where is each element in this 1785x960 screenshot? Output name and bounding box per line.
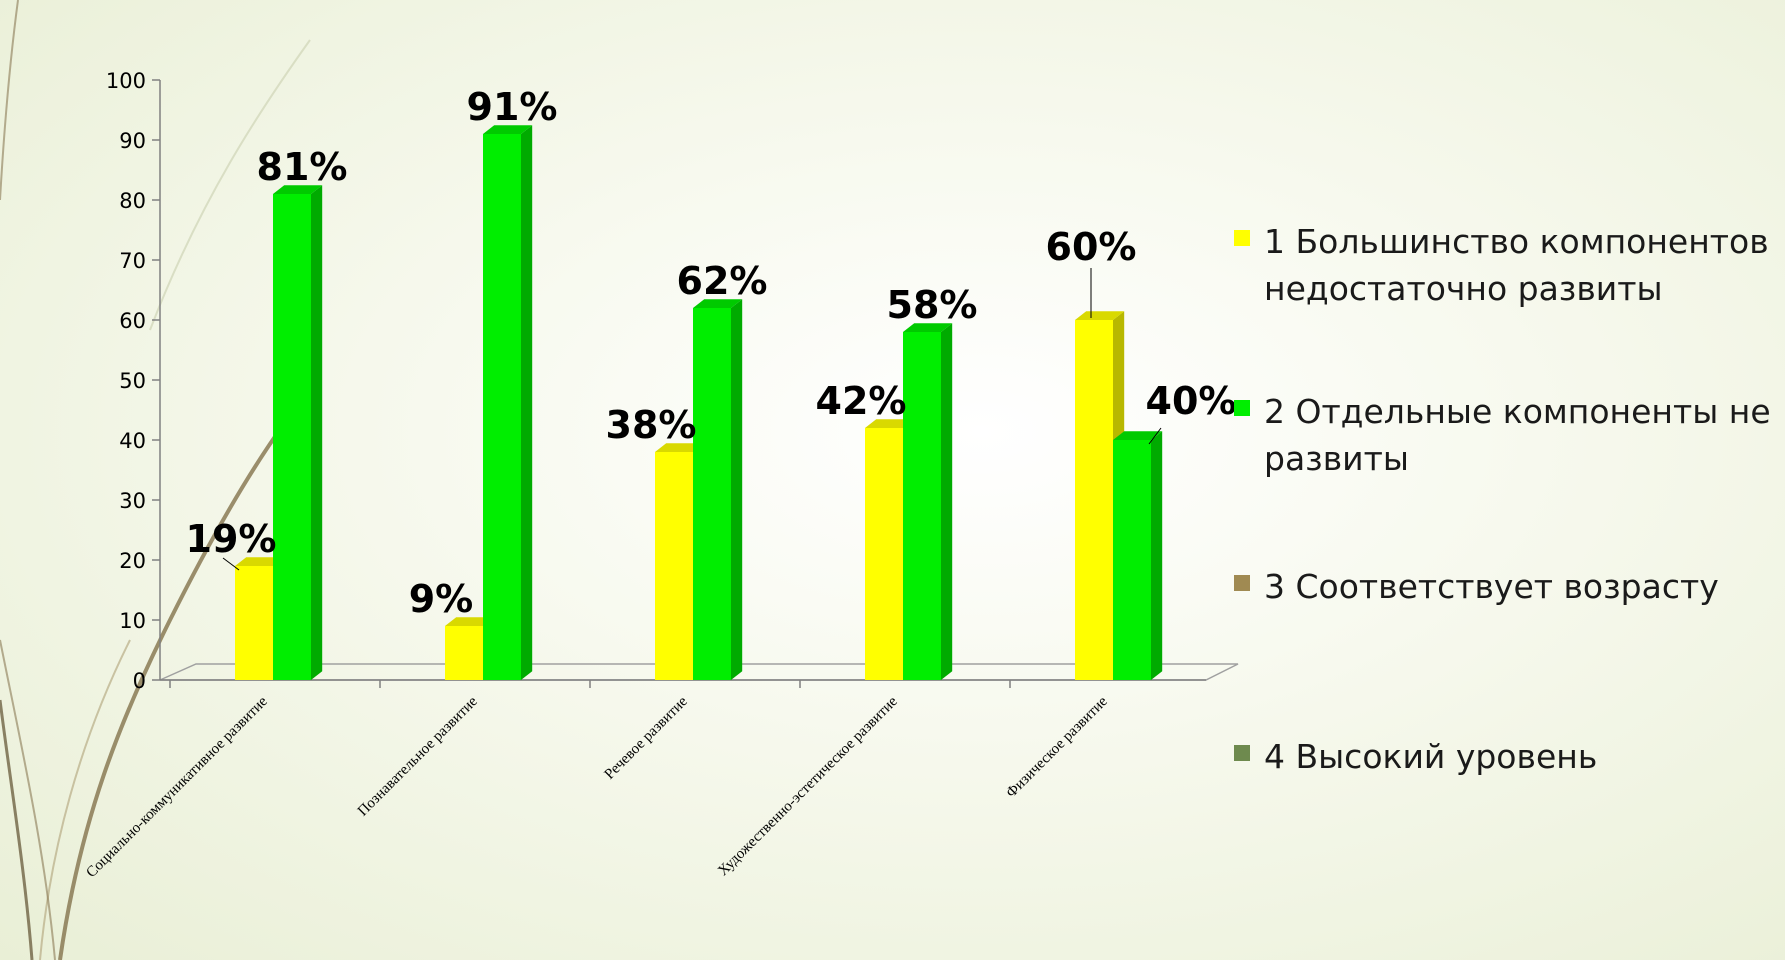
- y-tick-label: 80: [119, 189, 146, 213]
- bar-side: [311, 185, 323, 680]
- bar-top: [273, 185, 323, 194]
- bar-front: [655, 452, 693, 680]
- bar-top: [235, 557, 285, 566]
- y-tick-label: 90: [119, 129, 146, 153]
- legend-item-3: 3 Соответствует возрасту: [1228, 563, 1773, 610]
- legend-item-4: 4 Высокий уровень: [1228, 733, 1773, 780]
- data-label: 91%: [467, 85, 558, 129]
- bar: [483, 125, 533, 680]
- data-label: 62%: [677, 259, 768, 303]
- bar-side: [731, 299, 743, 680]
- bar-top: [445, 617, 495, 626]
- y-tick-label: 30: [119, 489, 146, 513]
- bar-front: [235, 566, 273, 680]
- category-label: Познавательное развитие: [355, 693, 481, 819]
- legend-label-2: 2 Отдельные компоненты не развиты: [1264, 392, 1771, 478]
- y-tick-label: 100: [106, 69, 146, 93]
- label-leader-line: [1148, 427, 1162, 445]
- data-label: 38%: [606, 403, 697, 447]
- bar-top: [483, 125, 533, 134]
- legend-label-3: 3 Соответствует возрасту: [1264, 567, 1719, 606]
- y-tick-label: 0: [133, 669, 146, 693]
- bar: [1113, 431, 1163, 680]
- bar-top: [693, 299, 743, 308]
- bar-front: [1075, 320, 1113, 680]
- bar-top: [865, 419, 915, 428]
- legend-swatch-4: [1234, 745, 1250, 761]
- data-label: 58%: [887, 283, 978, 327]
- legend-swatch-2: [1234, 400, 1250, 416]
- y-tick-label: 60: [119, 309, 146, 333]
- category-label: Социально-коммуникативное развитие: [83, 693, 271, 881]
- bar: [903, 323, 953, 680]
- y-tick-label: 20: [119, 549, 146, 573]
- data-label: 60%: [1046, 225, 1137, 269]
- y-tick-label: 50: [119, 369, 146, 393]
- bar-side: [521, 125, 533, 680]
- bar: [693, 299, 743, 680]
- category-label: Физическое развитие: [1003, 693, 1111, 801]
- bar-top: [655, 443, 705, 452]
- data-label: 9%: [409, 577, 474, 621]
- bar-front: [865, 428, 903, 680]
- category-label: Речевое развитие: [602, 693, 691, 782]
- data-label: 40%: [1146, 379, 1237, 423]
- bar-side: [941, 323, 953, 680]
- y-tick-label: 10: [119, 609, 146, 633]
- bar-front: [445, 626, 483, 680]
- bar-front: [903, 332, 941, 680]
- legend-item-1: 1 Большинство компонентов недостаточно р…: [1228, 218, 1773, 312]
- bar-front: [1113, 440, 1151, 680]
- bar-top: [1075, 311, 1125, 320]
- bar-top: [1113, 431, 1163, 440]
- data-label: 81%: [257, 145, 348, 189]
- data-label: 42%: [816, 379, 907, 423]
- bar: [273, 185, 323, 680]
- bar-side: [1151, 431, 1163, 680]
- y-tick-label: 40: [119, 429, 146, 453]
- bar-front: [693, 308, 731, 680]
- bar-front: [483, 134, 521, 680]
- bar: [655, 443, 705, 680]
- legend-label-4: 4 Высокий уровень: [1264, 737, 1598, 776]
- legend-swatch-3: [1234, 575, 1250, 591]
- label-leader-line: [222, 557, 240, 571]
- data-label: 19%: [186, 517, 277, 561]
- legend-item-2: 2 Отдельные компоненты не развиты: [1228, 388, 1773, 482]
- bar-top: [903, 323, 953, 332]
- legend-swatch-1: [1234, 230, 1250, 246]
- y-tick-label: 70: [119, 249, 146, 273]
- legend-label-1: 1 Большинство компонентов недостаточно р…: [1264, 222, 1769, 308]
- category-label: Художественно-эстетическое развитие: [715, 693, 901, 879]
- bar-front: [273, 194, 311, 680]
